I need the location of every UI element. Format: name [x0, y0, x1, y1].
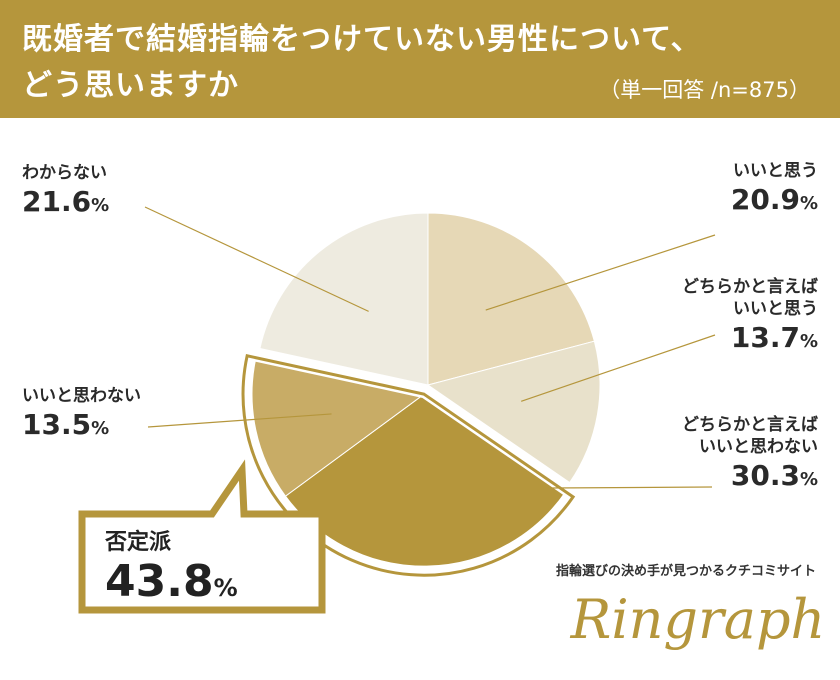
callout-box	[78, 459, 326, 614]
slice-name-line-1: どちらかと言えば	[682, 415, 818, 435]
slice-value-number: 21.6	[22, 185, 92, 218]
pie-slices	[251, 212, 601, 567]
slice-value-number: 20.9	[730, 183, 800, 216]
slice-value-unit: %	[91, 195, 110, 216]
slice-label-dochira-iinai: どちらかと言えば いいと思わない 30.3%	[682, 414, 818, 498]
callout-value-number: 43.8	[105, 556, 214, 607]
pie-slice-ii-to-omowanai	[251, 357, 426, 497]
slice-name-line-1: どちらかと言えば	[682, 277, 818, 297]
slice-name-line-2: いいと思う	[733, 299, 818, 319]
chart-title-line-2: どう思いますか	[22, 68, 239, 103]
leader-lines	[144, 206, 716, 490]
callout-box-shape	[78, 459, 326, 614]
slice-value-unit: %	[799, 193, 818, 214]
chart-title-line-1: 既婚者で結婚指輪をつけていない男性について、	[22, 22, 702, 57]
slice-label-wakaranai: わからない 21.6%	[22, 162, 109, 224]
brand-logo: Ringraph	[570, 588, 826, 651]
callout-label: 否定派	[105, 530, 172, 555]
callout-value-unit: %	[213, 574, 238, 602]
chart-subtitle: （単一回答 /n=875）	[599, 78, 810, 102]
slice-value-unit: %	[799, 331, 818, 352]
leader-line-wakaranai	[144, 206, 369, 312]
leader-line-dochira-iinai	[425, 486, 713, 490]
slice-name: わからない	[22, 163, 107, 183]
slice-value: 21.6%	[22, 184, 109, 224]
chart-header: 既婚者で結婚指輪をつけていない男性について、 どう思いますか （単一回答 /n=…	[0, 0, 840, 118]
negative-group-outline	[239, 351, 579, 580]
brand-tagline: 指輪選びの決め手が見つかるクチコミサイト	[555, 564, 816, 579]
slice-value: 20.9%	[731, 182, 818, 222]
slice-value: 30.3%	[682, 458, 818, 498]
callout-value: 43.8%	[105, 556, 305, 614]
leader-line-ii-to-omou	[485, 234, 716, 311]
slice-value-unit: %	[799, 469, 818, 490]
slice-value-number: 13.7	[730, 321, 800, 354]
negative-callout-text: 否定派 43.8%	[105, 530, 305, 614]
pie-slice-ii-to-omou	[427, 212, 595, 386]
pie-slice-dochira-ii	[426, 340, 601, 484]
leader-line-dochira-ii	[520, 334, 716, 402]
slice-value-unit: %	[91, 418, 110, 439]
slice-name: いいと思わない	[22, 386, 141, 406]
slice-name: いいと思う	[733, 161, 818, 181]
slice-label-ii-to-omou: いいと思う 20.9%	[731, 160, 818, 222]
slice-value: 13.5%	[22, 407, 141, 447]
slice-value-number: 13.5	[22, 408, 92, 441]
slice-label-ii-to-omowanai: いいと思わない 13.5%	[22, 385, 141, 447]
pie-slice-wakaranai	[259, 212, 429, 386]
outline-gold	[241, 354, 576, 577]
slice-name-line-2: いいと思わない	[699, 437, 818, 457]
leader-line-ii-to-omowanai	[147, 413, 332, 428]
slice-value: 13.7%	[682, 320, 818, 360]
slice-value-number: 30.3	[730, 459, 800, 492]
slice-label-dochira-ii: どちらかと言えば いいと思う 13.7%	[682, 276, 818, 360]
